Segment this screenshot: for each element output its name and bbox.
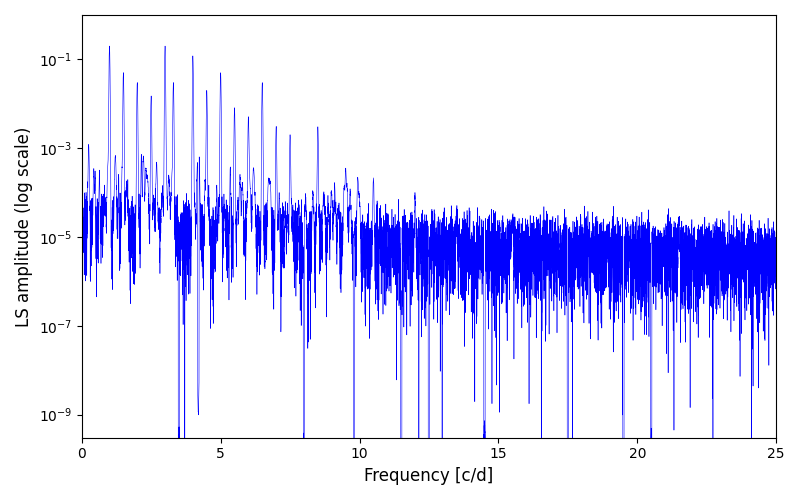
Y-axis label: LS amplitude (log scale): LS amplitude (log scale) (15, 126, 33, 326)
X-axis label: Frequency [c/d]: Frequency [c/d] (364, 467, 494, 485)
